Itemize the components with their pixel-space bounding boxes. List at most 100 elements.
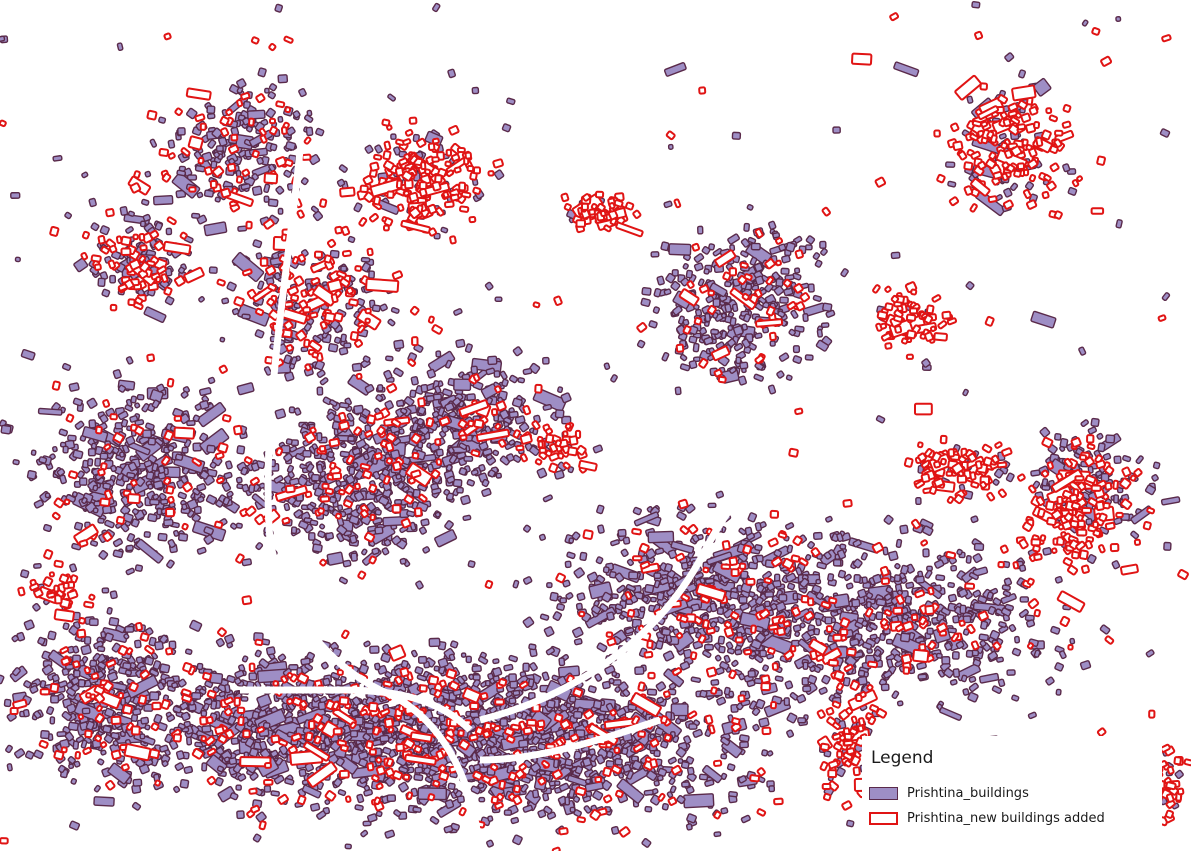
existing-building (996, 656, 1004, 663)
existing-building (125, 544, 134, 552)
existing-building (219, 336, 226, 343)
existing-building (959, 604, 967, 615)
existing-building (268, 83, 278, 92)
existing-building (1011, 647, 1022, 657)
existing-building (797, 717, 807, 724)
existing-building (690, 676, 702, 683)
existing-building (326, 551, 344, 566)
existing-building (277, 115, 284, 123)
existing-building (288, 406, 296, 414)
existing-building (163, 518, 174, 527)
existing-building (465, 655, 472, 664)
existing-building (836, 608, 843, 615)
existing-building (141, 198, 150, 206)
existing-building (704, 779, 715, 787)
existing-building (23, 619, 35, 631)
existing-building (785, 241, 796, 253)
existing-building (542, 356, 550, 365)
existing-building (337, 789, 347, 797)
existing-building (729, 590, 740, 600)
existing-building (88, 618, 99, 627)
existing-building (714, 654, 722, 662)
existing-building (682, 263, 689, 270)
existing-building (794, 267, 801, 274)
existing-building (747, 512, 758, 523)
existing-building (825, 515, 833, 523)
existing-building (230, 737, 239, 745)
existing-building (632, 506, 642, 516)
existing-building (349, 730, 359, 738)
existing-building (754, 275, 765, 286)
existing-building (718, 645, 726, 654)
existing-building (68, 763, 75, 770)
existing-building (124, 669, 133, 676)
existing-building (980, 620, 989, 630)
existing-building (824, 616, 833, 625)
existing-building (528, 643, 537, 651)
existing-building (492, 666, 503, 677)
existing-building (693, 253, 705, 263)
existing-building (315, 127, 325, 137)
existing-building (753, 373, 764, 382)
existing-building (12, 459, 20, 466)
existing-building (264, 87, 270, 94)
existing-building (201, 725, 212, 733)
existing-building (1019, 596, 1029, 603)
existing-building (947, 581, 955, 589)
existing-building (316, 386, 324, 396)
existing-building (477, 782, 485, 789)
existing-building (437, 657, 449, 669)
existing-building (654, 547, 665, 555)
existing-building (88, 419, 97, 429)
existing-building (22, 708, 30, 718)
existing-building (399, 557, 407, 565)
existing-building (617, 528, 627, 538)
existing-building (368, 756, 377, 763)
existing-building (152, 194, 174, 206)
existing-building (546, 582, 553, 589)
existing-building (327, 343, 339, 353)
existing-building (347, 235, 356, 244)
existing-building (807, 541, 816, 550)
existing-building (583, 805, 592, 814)
existing-building (144, 656, 155, 666)
existing-building (93, 500, 101, 507)
existing-building (597, 713, 606, 721)
existing-building (802, 313, 809, 323)
existing-building (410, 376, 419, 386)
existing-building (849, 638, 860, 647)
existing-building (664, 563, 673, 573)
existing-building (508, 697, 517, 705)
existing-building (644, 583, 655, 594)
existing-building (477, 655, 489, 665)
existing-building (466, 478, 476, 487)
existing-building (186, 420, 196, 427)
existing-building (772, 232, 781, 239)
existing-building (499, 718, 508, 727)
existing-building (130, 714, 139, 722)
existing-building (241, 655, 249, 663)
existing-building (723, 654, 731, 664)
existing-building (900, 564, 909, 575)
existing-building (945, 161, 956, 168)
existing-building (704, 577, 715, 585)
existing-building (493, 169, 505, 180)
existing-building (215, 145, 224, 152)
existing-building (489, 745, 499, 755)
existing-building (277, 74, 289, 84)
existing-building (32, 602, 41, 612)
existing-building (30, 449, 37, 456)
existing-building (265, 107, 276, 119)
existing-building (277, 207, 284, 215)
existing-building (262, 722, 271, 729)
existing-building (398, 428, 405, 435)
existing-building (78, 477, 88, 486)
existing-building (73, 669, 81, 678)
existing-building (228, 757, 238, 766)
existing-building (275, 185, 285, 195)
existing-building (385, 355, 394, 362)
existing-building (277, 653, 287, 662)
existing-building (922, 548, 930, 558)
existing-building (319, 377, 329, 386)
